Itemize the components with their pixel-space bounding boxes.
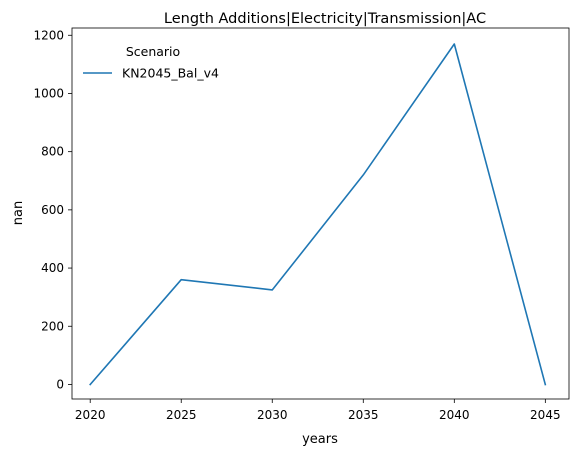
y-tick-label: 200 xyxy=(41,319,64,333)
x-axis: 2020 2025 2030 2035 2040 2045 xyxy=(75,399,561,422)
legend-title: Scenario xyxy=(126,44,180,59)
y-tick-label: 800 xyxy=(41,145,64,159)
series-layer xyxy=(89,43,547,386)
series-line xyxy=(89,43,547,386)
x-tick-label: 2045 xyxy=(530,408,561,422)
x-tick-label: 2040 xyxy=(439,408,470,422)
legend: Scenario KN2045_Bal_v4 xyxy=(83,44,219,81)
x-tick-label: 2025 xyxy=(166,408,197,422)
y-tick-label: 1200 xyxy=(33,28,64,42)
y-axis: 0 200 400 600 800 1000 1200 xyxy=(33,28,72,391)
x-tick-label: 2020 xyxy=(75,408,106,422)
x-axis-label: years xyxy=(302,432,338,447)
x-tick-label: 2030 xyxy=(257,408,288,422)
y-tick-label: 0 xyxy=(56,377,64,391)
y-tick-label: 1000 xyxy=(33,86,64,100)
y-tick-label: 400 xyxy=(41,261,64,275)
chart-title: Length Additions|Electricity|Transmissio… xyxy=(164,11,486,27)
y-axis-label: nan xyxy=(11,201,26,225)
legend-entry-label: KN2045_Bal_v4 xyxy=(122,66,219,81)
y-tick-label: 600 xyxy=(41,203,64,217)
plot-frame xyxy=(71,27,570,400)
x-tick-label: 2035 xyxy=(348,408,379,422)
